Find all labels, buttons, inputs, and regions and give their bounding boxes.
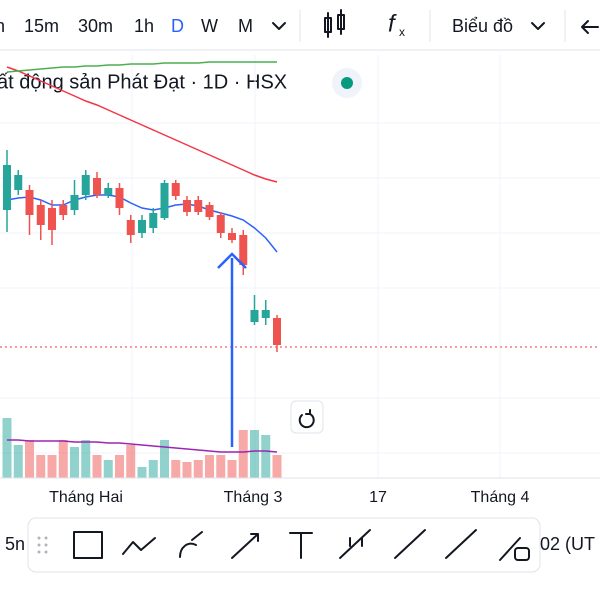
volume-bar [47, 455, 57, 478]
ma-green [6, 61, 277, 73]
candle-body [250, 310, 259, 322]
bottom-right-label[interactable]: 02 (UT [540, 534, 595, 554]
volume-bar [81, 440, 91, 478]
candle-body [25, 190, 34, 215]
candle-body [239, 235, 248, 265]
grid [0, 55, 600, 478]
callout-tool[interactable] [499, 537, 521, 561]
drawing-toolbar [27, 517, 541, 573]
bottom-left-label[interactable]: 5n [5, 534, 25, 554]
volume-ma [7, 439, 278, 453]
interval-button[interactable]: W [201, 16, 218, 36]
volume-bar [25, 440, 34, 478]
volume-bar [205, 455, 214, 478]
interval-button[interactable]: 1h [134, 16, 154, 36]
indicators-button[interactable]: f [388, 10, 397, 37]
chart-type-button[interactable] [324, 9, 345, 38]
status-dot [341, 77, 353, 89]
candle-body [14, 175, 23, 190]
volume-bar [160, 440, 169, 478]
volume-bar [92, 455, 102, 478]
candle-body [216, 215, 225, 233]
candle-body [183, 200, 191, 212]
interval-menu[interactable] [272, 22, 286, 30]
volume-bar [126, 445, 136, 478]
candle-body [149, 213, 158, 228]
arrow-tool[interactable] [231, 533, 259, 559]
rectangle-tool[interactable] [73, 531, 103, 559]
candle-body [126, 220, 135, 235]
candle-body [104, 188, 113, 195]
volume-bar [115, 455, 124, 478]
candle-body [160, 183, 169, 218]
volume-bar [58, 440, 68, 478]
volume-bar [250, 430, 259, 478]
reset-button[interactable] [290, 400, 324, 434]
candle-body [171, 183, 180, 196]
interval-button[interactable]: M [238, 16, 253, 36]
volume-bar [238, 430, 248, 478]
candle-body [205, 205, 214, 217]
ma-red [6, 66, 278, 183]
volume-bar [272, 455, 282, 478]
candle-body [261, 310, 270, 318]
chart-menu-arrow[interactable] [531, 22, 545, 30]
chart-menu[interactable]: Biểu đồ [452, 16, 513, 36]
plot [0, 61, 600, 478]
candle-body [115, 188, 124, 208]
candle-body [59, 205, 68, 215]
candle-body [194, 200, 203, 212]
volume-bar [171, 460, 181, 478]
interval-button[interactable]: n [0, 16, 5, 36]
volume-bar [227, 460, 237, 478]
volume-bar [193, 460, 203, 478]
reset-icon [298, 409, 315, 429]
volume-bar [70, 447, 79, 478]
top-toolbar: f x Biểu đồ n 15m 30m 1h D W M [0, 9, 600, 51]
interval-button[interactable]: 30m [78, 16, 113, 36]
volume-bar [2, 418, 12, 478]
volume-bar [261, 435, 271, 478]
volume-bar [148, 460, 158, 478]
candle-body [48, 208, 56, 230]
back-button[interactable] [581, 20, 599, 34]
interval-button[interactable]: 15m [24, 16, 59, 36]
volume-bar [216, 455, 226, 478]
volume-bar [103, 460, 113, 478]
text-tool[interactable] [289, 532, 313, 559]
drag-handle[interactable] [37, 536, 48, 554]
interval-button[interactable]: D [171, 16, 184, 36]
x-tick-label: 17 [369, 489, 387, 506]
volume-bar [182, 462, 192, 478]
indicators-button[interactable]: x [399, 25, 405, 39]
x-tick-label: Tháng 3 [224, 489, 283, 506]
candle-body [138, 220, 146, 233]
brush-tool[interactable] [179, 531, 203, 558]
candle-body [3, 165, 11, 210]
line-tool[interactable] [445, 529, 477, 559]
candle-body [81, 175, 90, 195]
candle-body [273, 318, 281, 345]
path-tool[interactable] [122, 537, 156, 555]
parallel-tool[interactable] [339, 529, 371, 559]
arrow-head [217, 252, 247, 269]
x-tick-label: Tháng Hai [49, 489, 123, 506]
volume-bar [36, 455, 46, 478]
chart-title: ất động sản Phát Đạt · 1D · HSX [0, 71, 287, 93]
candle-body [228, 233, 236, 240]
candle-body [93, 178, 101, 195]
candle-body [70, 195, 79, 210]
volume-bar [137, 467, 147, 478]
x-tick-label: Tháng 4 [471, 489, 530, 506]
candle-body [36, 205, 45, 225]
callout-box [514, 547, 530, 561]
volume-bar [13, 445, 23, 478]
ray-tool[interactable] [394, 529, 426, 559]
